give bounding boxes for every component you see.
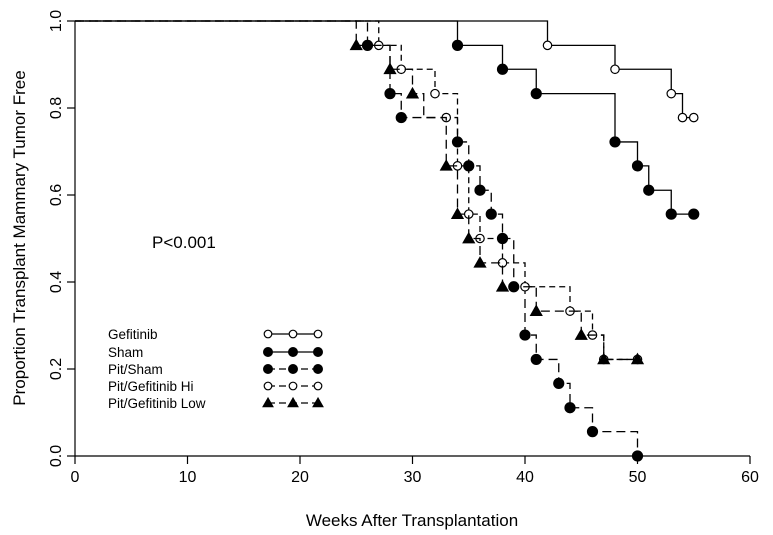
- series-point: [630, 352, 645, 365]
- series-point: [395, 111, 407, 124]
- legend-marker: [312, 396, 324, 408]
- series-gefitinib: [75, 20, 699, 123]
- legend-marker: [313, 347, 324, 358]
- x-tick-label: 20: [291, 469, 309, 486]
- y-tick-label: 0.6: [48, 184, 65, 206]
- x-tick-label: 40: [516, 469, 534, 486]
- series-point: [405, 86, 420, 99]
- series-line: [75, 20, 694, 215]
- series-point: [495, 280, 510, 292]
- legend-marker: [262, 396, 274, 408]
- series-point: [665, 208, 677, 220]
- y-tick-label: 0.8: [48, 97, 65, 119]
- series-point: [688, 112, 699, 123]
- series-point: [496, 63, 509, 75]
- series-point: [564, 402, 576, 414]
- series-point: [519, 329, 531, 341]
- series-point: [631, 450, 644, 462]
- series-point: [688, 208, 700, 220]
- legend-label: Pit/Sham: [108, 362, 163, 377]
- y-tick-label: 0.4: [48, 271, 65, 293]
- legend-marker: [263, 329, 273, 339]
- x-axis-label: Weeks After Transplantation: [306, 511, 518, 530]
- x-tick-label: 60: [741, 469, 759, 486]
- series-point: [610, 64, 620, 75]
- series-point: [631, 160, 644, 172]
- legend-item: Pit/Sham: [108, 362, 324, 377]
- legend-marker: [288, 329, 298, 339]
- series-point: [349, 38, 363, 51]
- series-point: [574, 328, 588, 340]
- legend-item: Sham: [108, 345, 324, 360]
- x-tick-label: 0: [71, 469, 80, 486]
- legend-marker: [263, 381, 273, 391]
- legend-marker: [263, 347, 274, 358]
- series-point: [383, 62, 397, 75]
- x-tick-label: 50: [629, 469, 647, 486]
- series-pit-gefitinib-hi: [75, 20, 643, 365]
- series-point: [597, 352, 611, 365]
- legend-label: Pit/Gefitinib Hi: [108, 379, 194, 394]
- legend-marker: [287, 396, 299, 408]
- series-point: [553, 377, 565, 389]
- legend-marker: [313, 329, 323, 339]
- series-point: [473, 256, 487, 268]
- y-axis-label: Proportion Transplant Mammary Tumor Free: [10, 70, 29, 405]
- legend: Gefitinib Sham Pit/Sham Pit/Gefitinib Hi Pit…: [108, 327, 324, 411]
- legend-marker: [313, 364, 324, 375]
- series-point: [542, 40, 553, 51]
- legend-marker: [263, 364, 274, 375]
- legend-item: Pit/Gefitinib Low: [108, 396, 324, 411]
- legend-item: Pit/Gefitinib Hi: [108, 379, 323, 394]
- series-point: [586, 426, 599, 438]
- y-tick-label: 0.2: [48, 358, 65, 380]
- series-point: [451, 39, 464, 51]
- series-pit-sham: [75, 20, 644, 462]
- series-line: [75, 20, 639, 456]
- legend-item: Gefitinib: [108, 327, 323, 342]
- series-pit-gefitinib-low: [75, 20, 645, 365]
- series-point: [643, 184, 655, 196]
- x-tick-label: 10: [179, 469, 197, 486]
- series-point: [530, 353, 542, 366]
- legend-marker: [288, 381, 298, 391]
- p-value-annotation: P<0.001: [152, 233, 216, 252]
- series-point: [609, 136, 621, 148]
- series-point: [677, 112, 688, 123]
- series-point: [384, 88, 396, 100]
- series-point: [666, 88, 677, 99]
- series-layer: [75, 20, 700, 462]
- y-tick-label: 0.0: [48, 445, 65, 467]
- legend-marker: [313, 381, 323, 391]
- legend-marker: [288, 347, 299, 358]
- series-point: [430, 88, 440, 99]
- series-sham: [75, 20, 700, 220]
- series-line: [75, 20, 694, 119]
- series-line: [75, 20, 638, 361]
- legend-label: Gefitinib: [108, 327, 158, 342]
- series-point: [530, 88, 542, 100]
- series-point: [485, 208, 497, 220]
- x-tick-label: 30: [404, 469, 422, 486]
- legend-label: Sham: [108, 345, 143, 360]
- series-point: [474, 184, 486, 196]
- series-point: [439, 159, 453, 171]
- series-point: [462, 231, 476, 244]
- series-point: [450, 207, 465, 219]
- series-point: [529, 304, 543, 316]
- series-line: [75, 20, 638, 361]
- legend-label: Pit/Gefitinib Low: [108, 396, 206, 411]
- y-tick-label: 1.0: [48, 10, 65, 32]
- legend-marker: [288, 364, 299, 375]
- axes: 0 10 20 30 40 50 60 0.0 0.2 0.4 0.6 0.8 1.0: [48, 10, 759, 486]
